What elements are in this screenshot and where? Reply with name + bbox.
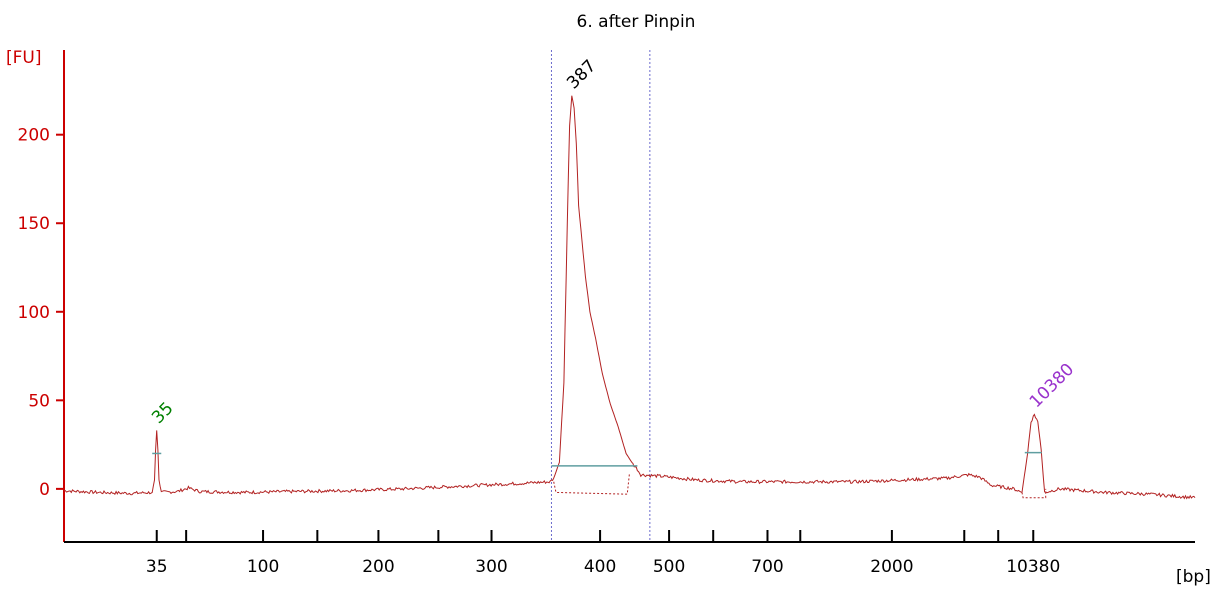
x-tick-label: 2000 — [870, 557, 913, 577]
peak-label: 35 — [148, 399, 177, 428]
axes — [63, 50, 1195, 543]
signal-trace — [63, 95, 1196, 500]
y-tick-label: 200 — [18, 126, 50, 146]
x-tick-label: 700 — [751, 557, 783, 577]
y-ticks: 0 50 100 150 200 — [18, 126, 64, 500]
region-markers — [550, 50, 651, 542]
x-tick-label: 500 — [653, 557, 685, 577]
peak-label: 387 — [563, 56, 600, 93]
x-tick-label: 300 — [475, 557, 507, 577]
x-ticks: 35 100 200 300 400 500 700 2000 10380 — [146, 530, 1060, 577]
peak-labels: 35 387 10380 — [148, 56, 1078, 428]
y-tick-label: 0 — [39, 480, 50, 500]
x-tick-label: 100 — [247, 557, 279, 577]
traces — [63, 95, 1196, 500]
x-tick-label: 35 — [146, 557, 168, 577]
chart-title: 6. after Pinpin — [577, 12, 696, 32]
y-tick-label: 100 — [18, 303, 50, 323]
peak-label: 10380 — [1026, 360, 1078, 412]
y-axis-label: [FU] — [6, 48, 42, 68]
y-tick-label: 150 — [18, 214, 50, 234]
y-tick-label: 50 — [28, 391, 50, 411]
x-axis-label: [bp] — [1176, 567, 1211, 587]
x-tick-label: 200 — [362, 557, 394, 577]
marker-fill-outline — [1021, 488, 1047, 499]
peak-fill-outline — [553, 472, 630, 495]
x-tick-label: 400 — [584, 557, 616, 577]
x-tick-label: 10380 — [1006, 557, 1060, 577]
